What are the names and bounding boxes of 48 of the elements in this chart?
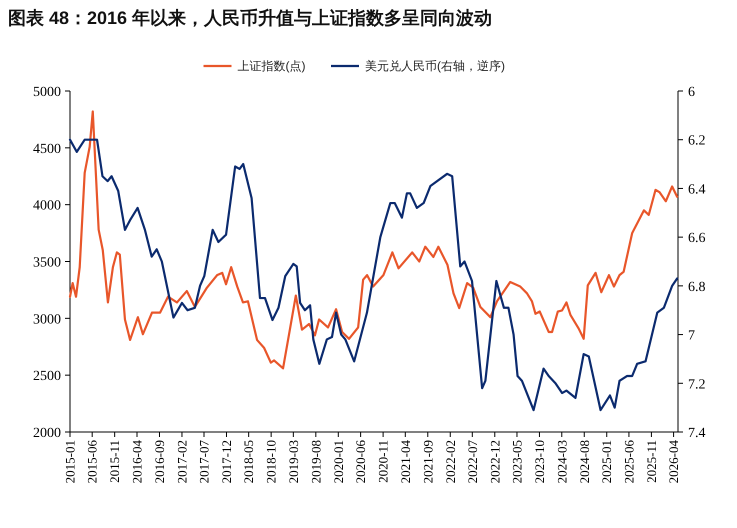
x-tick-label: 2024-03 — [554, 440, 570, 484]
x-tick-label: 2015-11 — [107, 440, 122, 483]
x-tick-label: 2024-08 — [576, 440, 592, 484]
line-series — [68, 110, 678, 370]
y-tick-label: 4500 — [33, 142, 61, 157]
x-tick-label: 2020-06 — [353, 440, 368, 484]
x-tick-label: 2021-04 — [398, 440, 413, 484]
x-tick-label: 2018-10 — [264, 440, 279, 484]
x-tick-label: 2017-07 — [196, 440, 212, 484]
y-tick-label: 2500 — [33, 369, 61, 384]
y-tick-label: 2000 — [33, 426, 61, 441]
x-tick-label: 2023-05 — [509, 440, 524, 484]
x-tick-label: 2026-04 — [666, 440, 682, 484]
x-tick-label: 2022-02 — [442, 440, 458, 484]
x-tick-label: 2025-01 — [599, 440, 614, 484]
y-tick-label: 3000 — [33, 312, 61, 328]
y2-tick-label: 7.4 — [688, 426, 706, 441]
y-tick-label: 3500 — [33, 256, 61, 270]
y-tick-label: 4000 — [33, 198, 61, 214]
y-tick-label: 5000 — [33, 85, 61, 100]
x-tick-label: 2015-01 — [62, 440, 78, 484]
x-tick-label: 2019-03 — [286, 440, 301, 484]
y2-tick-label: 6.2 — [688, 134, 706, 149]
y2-tick-label: 7 — [688, 328, 695, 344]
x-tick-label: 2016-04 — [130, 440, 144, 484]
x-tick-label: 2021-09 — [420, 440, 436, 484]
x-tick-label: 2017-02 — [174, 440, 190, 484]
y2-tick-label: 6.8 — [688, 280, 706, 295]
x-tick-label: 2020-01 — [330, 440, 346, 484]
line-series — [68, 138, 678, 412]
x-tick-label: 2025-06 — [621, 440, 636, 484]
x-tick-label: 2017-12 — [218, 440, 234, 484]
x-tick-label: 2020-11 — [376, 440, 391, 483]
x-tick-label: 2018-05 — [241, 440, 256, 484]
x-tick-label: 2025-11 — [644, 440, 659, 483]
legend-label: 美元兑人民币(右轴，逆序) — [365, 59, 505, 73]
y2-tick-label: 7.2 — [688, 377, 706, 392]
y2-tick-label: 6 — [688, 85, 695, 100]
x-tick-label: 2016-09 — [152, 440, 167, 484]
y2-tick-label: 6.4 — [688, 182, 706, 198]
chart-title: 图表 48：2016 年以来，人民币升值与上证指数多呈同向波动 — [8, 8, 492, 28]
y2-tick-label: 6.6 — [688, 231, 706, 246]
x-tick-label: 2015-06 — [84, 440, 100, 484]
x-tick-label: 2022-12 — [487, 440, 502, 484]
x-tick-label: 2023-10 — [532, 440, 547, 484]
x-tick-label: 2019-08 — [308, 440, 324, 484]
x-tick-label: 2022-07 — [464, 440, 480, 484]
legend-label: 上证指数(点) — [238, 59, 306, 73]
